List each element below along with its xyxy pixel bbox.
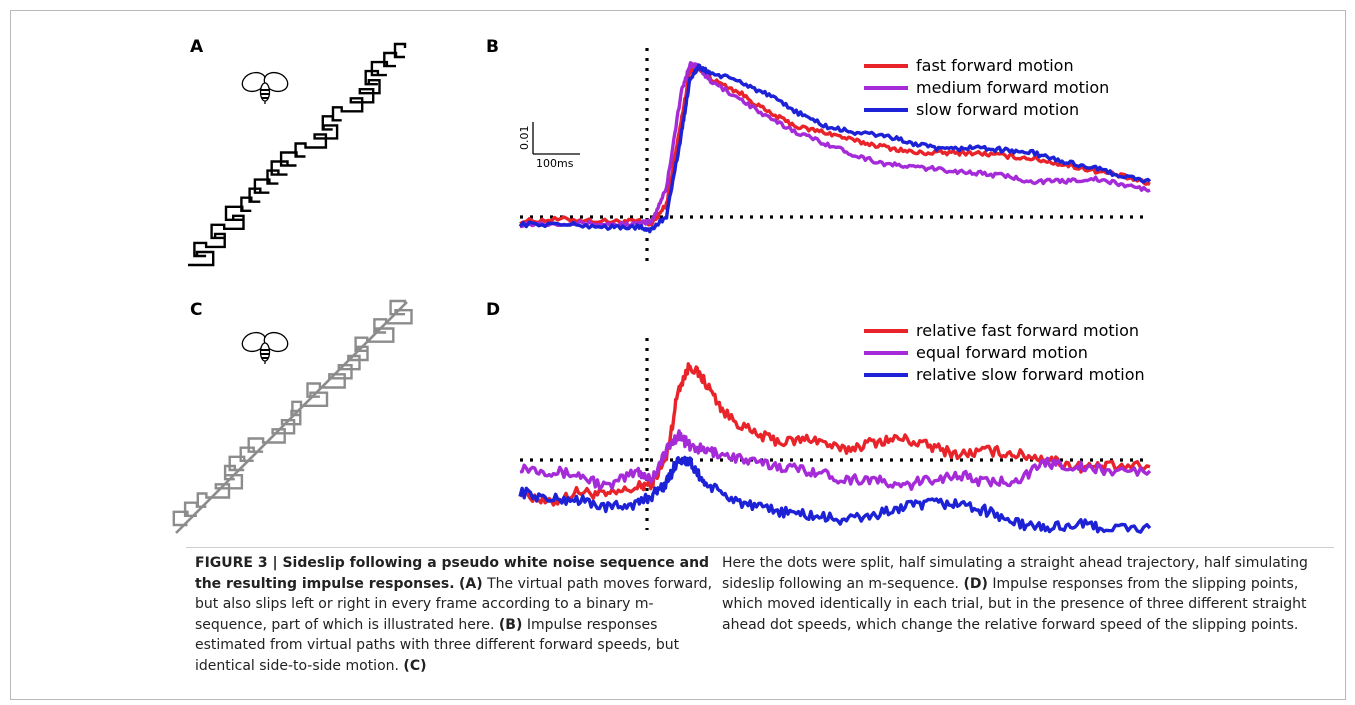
panel-a-zigzag-path [188,42,407,267]
legend-label: slow forward motion [916,100,1079,119]
caption-right-segment: Here the dots were split, half simulatin… [722,555,1308,592]
legend-label: relative fast forward motion [916,321,1139,340]
panel-label-a: A [190,37,204,57]
legend-label: equal forward motion [916,343,1088,362]
panel-c-zigzag-path [172,299,413,527]
panel-label-d: D [486,300,500,320]
series-line-relative-fast-forward-motion [518,362,1151,507]
series-line-relative-slow-forward-motion [518,455,1152,534]
series-line-fast-forward-motion [519,64,1151,227]
figure-frame [10,10,1346,700]
panel-b-impulse-chart: 0.01 100ms fast forward motion medium for… [518,48,1152,265]
caption-divider [186,547,1334,548]
panel-b-legend: fast forward motion medium forward motion… [864,56,1109,119]
series-line-medium-forward-motion [519,61,1151,229]
bee-icon [241,71,289,104]
panel-label-c: C [190,300,202,320]
legend-label: fast forward motion [916,56,1074,75]
bee-icon [241,331,289,364]
caption-left-segment: (A) [459,575,483,592]
caption-left-segment: Impulse responses estimated from virtual… [195,616,680,674]
caption-right-column: Here the dots were split, half simulatin… [722,553,1332,635]
panel-label-b: B [486,37,499,57]
panel-a-path-diagram [188,42,407,267]
series-line-slow-forward-motion [518,63,1152,234]
series-line-equal-forward-motion [519,429,1152,491]
panel-b-scale-bar: 0.01 100ms [518,122,580,170]
legend-label: relative slow forward motion [916,365,1145,384]
panel-b-series-group [518,61,1152,234]
caption-left-column: FIGURE 3 | Sideslip following a pseudo w… [195,553,715,676]
caption-left-segment: FIGURE 3 | Sideslip following a pseudo w… [195,555,710,592]
caption-left-segment: (B) [498,616,523,633]
panel-d-legend: relative fast forward motion equal forwar… [864,321,1145,384]
caption-right-segment: (D) [963,575,988,592]
panel-d-series-group [518,362,1152,534]
legend-label: medium forward motion [916,78,1109,97]
scale-bar-horizontal-label: 100ms [536,157,574,170]
caption-left-segment: The virtual path moves forward, but also… [195,575,713,633]
panel-d-impulse-chart: relative fast forward motion equal forwar… [518,321,1152,534]
caption-right-segment: Impulse responses from the slipping poin… [722,575,1307,633]
scale-bar-vertical-label: 0.01 [518,126,531,151]
panel-c-path-diagram [172,299,413,534]
caption-left-segment: (C) [403,657,427,674]
